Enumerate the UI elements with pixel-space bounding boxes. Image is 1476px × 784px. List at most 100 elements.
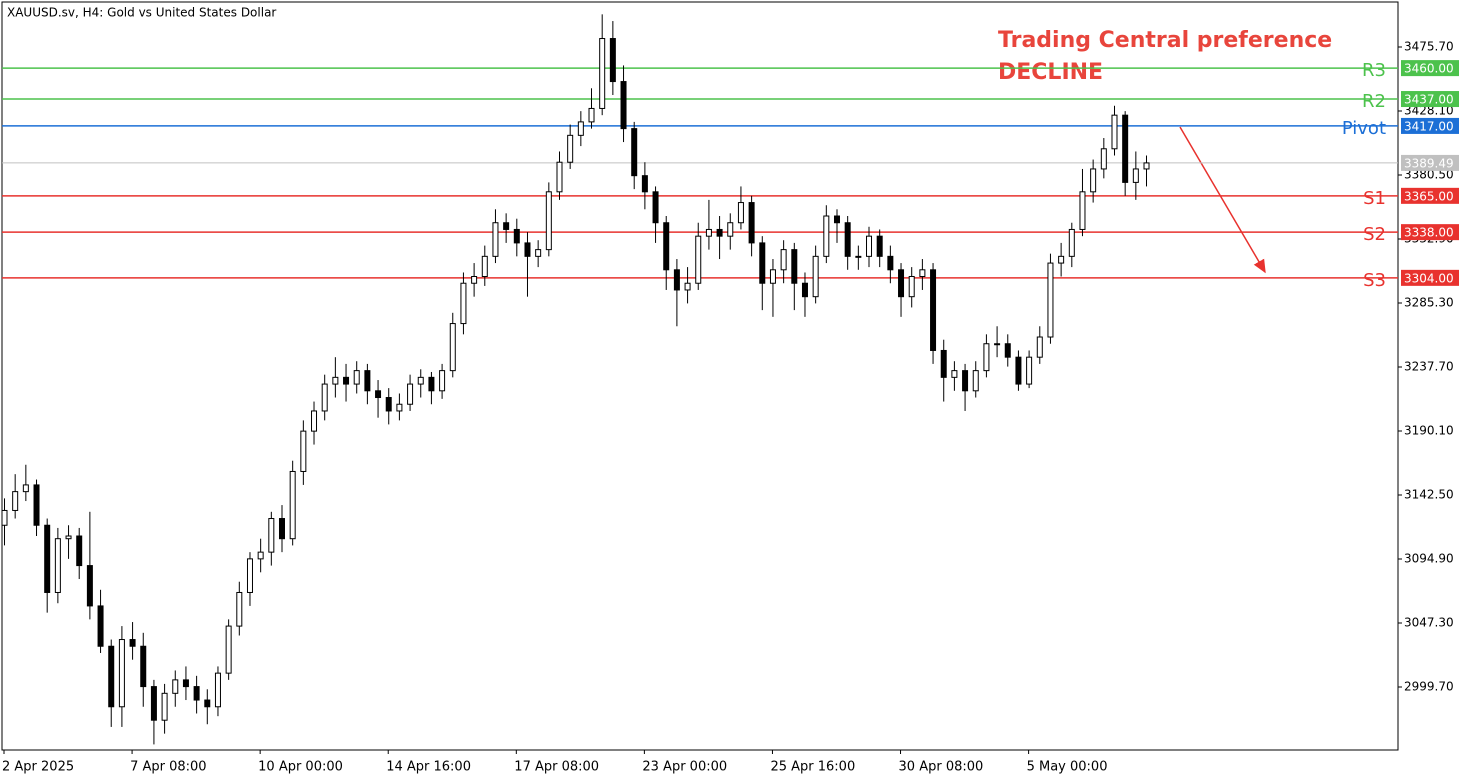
candle-body [951,370,958,378]
y-tick-label: 3094.90 [1404,551,1454,565]
candle-body [1111,114,1118,150]
candle-body [588,107,595,123]
candle-body [449,323,456,372]
candle-body [492,222,499,257]
y-tick-label: 3380.50 [1404,168,1454,182]
candle-body [940,349,947,378]
candle-body [1122,114,1129,183]
candle-body [278,518,285,540]
candle-body [567,134,574,163]
candle-body [150,686,157,721]
candle-body [343,376,350,385]
candle-body [1058,255,1065,264]
candle-body [727,222,734,237]
candle-body [396,403,403,412]
candle-body [545,191,552,251]
y-tick-label: 3285.30 [1404,295,1454,309]
x-tick-label: 10 Apr 00:00 [258,760,343,775]
y-tick-label: 3047.30 [1404,615,1454,629]
candle-body [1,509,8,526]
candle-body [140,645,147,688]
candle-body [1015,356,1022,385]
y-tick-label: 3237.70 [1404,359,1454,373]
candle-body [524,242,531,257]
candle-body [236,591,243,627]
x-tick-label: 2 Apr 2025 [2,760,74,775]
candle-body [214,672,221,708]
candle-body [364,370,371,392]
candle-body [86,565,93,607]
y-tick-label: 3142.50 [1404,487,1454,501]
current-price-tag [1401,154,1459,171]
candle-body [887,255,894,271]
candle-body [876,235,883,257]
candle-body [118,639,125,708]
candle-body [801,282,808,298]
candle-body [1100,148,1107,170]
candle-body [919,269,926,278]
candle-body [908,276,915,298]
candle-body [353,370,360,385]
candle-body [225,625,232,674]
candle-body [620,81,627,130]
candle-body [300,430,307,472]
candle-body [705,228,712,237]
level-tag-label: 3417.00 [1404,119,1454,133]
candle-body [375,390,382,399]
annotation: Trading Central preference [998,28,1332,53]
candle-body [44,524,51,593]
plot-frame [1,1,1399,751]
candle-body [866,235,873,257]
candle-body [54,538,61,593]
level-tag [1401,269,1459,286]
candle-body [460,282,467,325]
level-name: Pivot [1342,118,1386,139]
y-tick-label: 2999.70 [1404,679,1454,693]
candle-body [33,484,40,526]
candle-body [535,249,542,257]
candle-body [609,38,616,83]
y-tick-label: 3190.10 [1404,423,1454,437]
x-tick-label: 7 Apr 08:00 [130,760,207,775]
candle-body [823,215,830,257]
candle-body [76,535,83,567]
level-tag-label: 3304.00 [1404,271,1454,285]
candle-body [983,343,990,372]
candle-body [1047,262,1054,338]
candle-body [268,518,275,553]
candle-body [855,255,862,258]
candle-body [641,175,648,193]
level-tag-label: 3365.00 [1404,189,1454,203]
level-tag-label: 3460.00 [1404,62,1454,76]
candle-body [1090,168,1097,193]
candle-body [332,376,339,385]
candle-body [97,605,104,647]
candle-body [1068,228,1075,257]
x-tick-label: 25 Apr 16:00 [770,760,855,775]
chart-title: XAUUSD.sv, H4: Gold vs United States Dol… [7,6,276,20]
level-tag [1401,224,1459,241]
x-tick-label: 23 Apr 00:00 [642,760,727,775]
candle-body [748,202,755,244]
candle-body [407,383,414,405]
candle-body [780,249,787,271]
annotation: DECLINE [998,60,1103,85]
level-tag-label: 3338.00 [1404,226,1454,240]
candle-body [1036,336,1043,358]
candle-body [129,639,136,647]
candle-body [737,202,744,224]
candle-body [172,679,179,694]
candle-body [759,242,766,284]
x-tick-label: 17 Apr 08:00 [514,760,599,775]
decline-arrow [1179,126,1266,274]
candle-body [289,470,296,540]
candle-body [1026,356,1033,385]
level-name: S1 [1363,188,1386,209]
candle-body [1143,162,1150,170]
candle-body [930,269,937,351]
candle-body [1132,168,1139,183]
candle-body [716,228,723,237]
y-tick-label: 3475.70 [1404,40,1454,54]
candle-body [321,383,328,412]
